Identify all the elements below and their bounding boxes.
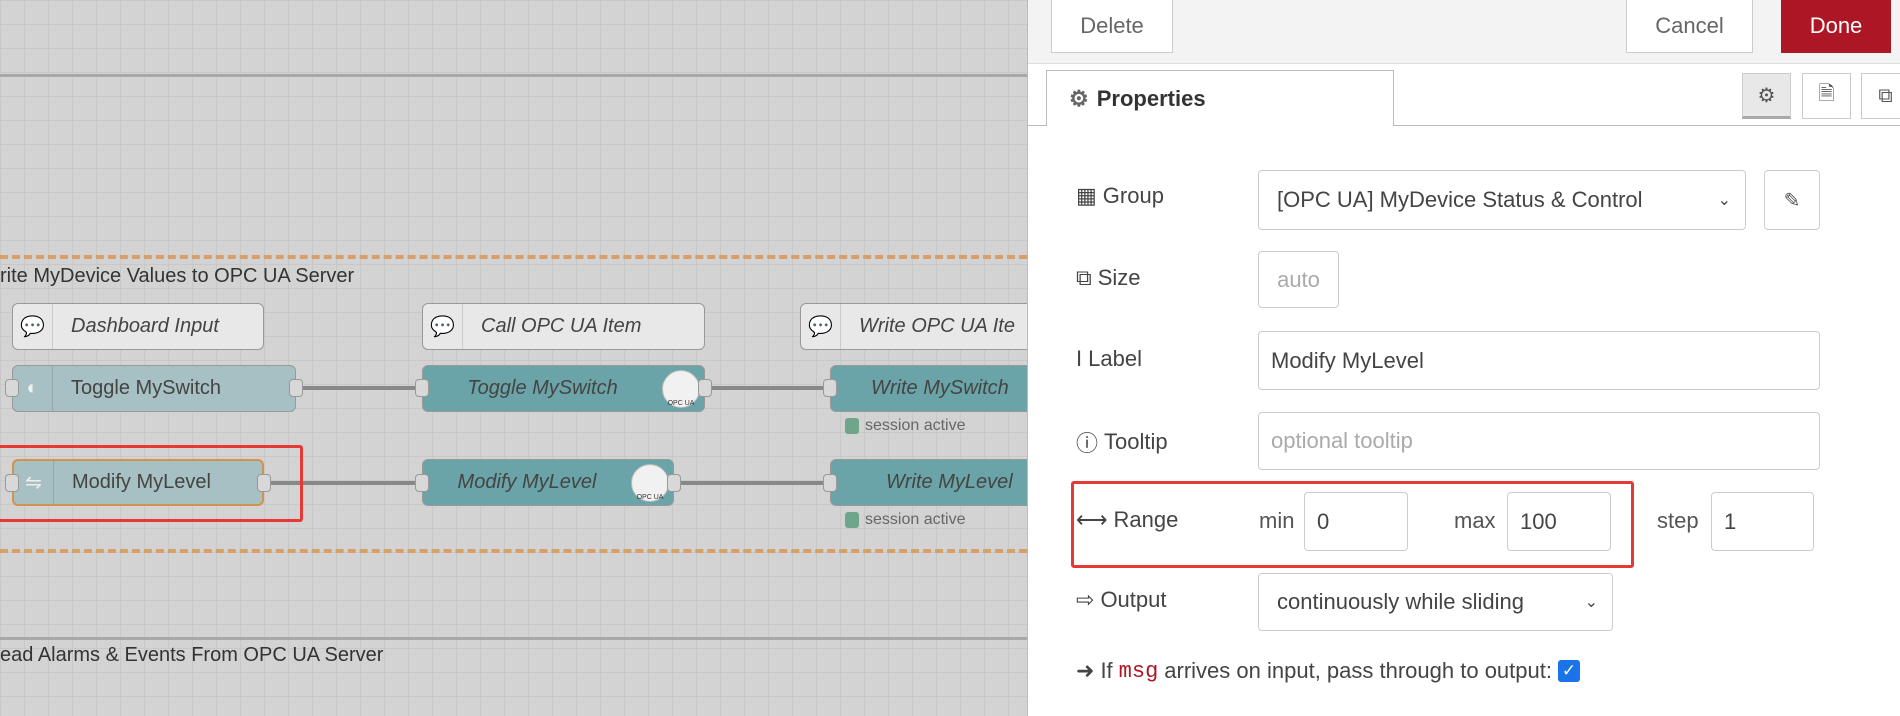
range-label: ⟷ Range: [1076, 507, 1179, 532]
highlight-box: [0, 445, 303, 522]
node-label: Write MySwitch: [871, 377, 1009, 399]
done-button[interactable]: Done: [1781, 0, 1891, 53]
tab-label: Properties: [1096, 85, 1206, 111]
node-label: Call OPC UA Item: [481, 315, 642, 337]
node-label: Modify MyLevel: [72, 471, 211, 493]
panel-toolbar: [1028, 0, 1900, 64]
pencil-icon: ✎: [1783, 189, 1801, 212]
min-input[interactable]: 0: [1304, 492, 1408, 551]
node-label: Toggle MySwitch: [71, 377, 222, 399]
tooltip-label: ⓘ Tooltip: [1076, 426, 1168, 458]
description-view-button[interactable]: 🗎: [1802, 73, 1851, 119]
resize-icon: ⧉: [1076, 265, 1092, 290]
input-port[interactable]: [823, 379, 837, 397]
output-port[interactable]: [289, 379, 303, 397]
horizontal-arrows-icon: ⟷: [1076, 507, 1108, 532]
info-icon: ⓘ: [1076, 431, 1099, 456]
min-label: min: [1259, 508, 1295, 533]
passthrough-checkbox[interactable]: ✓: [1557, 660, 1580, 682]
sign-out-icon: ⇨: [1076, 587, 1095, 612]
input-port[interactable]: [415, 474, 429, 492]
group-label: ▦ Group: [1076, 183, 1164, 208]
input-port[interactable]: [5, 379, 19, 397]
delete-button[interactable]: Delete: [1051, 0, 1173, 53]
wire: [674, 481, 830, 485]
appearance-view-button[interactable]: ⧉: [1861, 73, 1900, 119]
group-select[interactable]: [OPC UA] MyDevice Status & Control ⌄: [1258, 170, 1746, 230]
max-label: max: [1454, 508, 1496, 533]
input-port[interactable]: [5, 474, 19, 492]
comment-node-dashboard-input[interactable]: 💬 Dashboard Input: [12, 303, 264, 350]
size-button[interactable]: auto: [1258, 251, 1339, 308]
node-label: Toggle MySwitch: [467, 377, 618, 399]
frame-icon: ⧉: [1878, 84, 1893, 107]
sliders-icon: ⇋: [14, 461, 54, 504]
tab-divider: [1028, 125, 1900, 126]
comment-icon: 💬: [13, 304, 53, 349]
group-border: [0, 74, 1027, 77]
wire: [296, 386, 422, 390]
gear-icon: ⚙: [1757, 84, 1776, 107]
highlight-box: [1071, 481, 1634, 568]
size-label: ⧉ Size: [1076, 265, 1141, 290]
node-status: session active: [845, 417, 966, 435]
switch-node[interactable]: ◐ Toggle MySwitch: [12, 365, 296, 412]
output-port[interactable]: [667, 474, 681, 492]
max-input[interactable]: 100: [1507, 492, 1611, 551]
node-label: Modify MyLevel: [457, 471, 597, 493]
group-label: rite MyDevice Values to OPC UA Server: [0, 265, 355, 287]
edit-group-button[interactable]: ✎: [1764, 170, 1820, 230]
status-dot-icon: [845, 418, 859, 434]
status-dot-icon: [845, 512, 859, 528]
text-cursor-icon: I: [1076, 346, 1083, 371]
node-label: Dashboard Input: [71, 315, 219, 337]
arrow-right-icon: ➜: [1076, 658, 1095, 683]
group-border: [0, 637, 1027, 640]
chevron-down-icon: ⌄: [1717, 192, 1731, 209]
node-label: Write OPC UA Ite: [859, 315, 1015, 337]
toggle-icon: ◐: [13, 366, 53, 411]
output-select[interactable]: continuously while sliding ⌄: [1258, 573, 1613, 631]
tab-properties[interactable]: ⚙ Properties: [1046, 70, 1394, 126]
output-label: ⇨ Output: [1076, 587, 1167, 612]
tooltip-input[interactable]: optional tooltip: [1258, 412, 1820, 470]
comment-icon: 💬: [801, 304, 841, 349]
flow-canvas[interactable]: rite MyDevice Values to OPC UA Server 💬 D…: [0, 0, 1027, 716]
passthrough-label: ➜ If msg arrives on input, pass through to …: [1076, 658, 1580, 684]
edit-panel: Delete Cancel Done ⚙ Properties ⚙ 🗎 ⧉ ▦ Gr…: [1027, 0, 1900, 716]
comment-node-write-opc[interactable]: 💬 Write OPC UA Ite: [800, 303, 1027, 350]
opcua-icon: OPC UA: [631, 463, 669, 502]
selected-group-border: [0, 255, 1027, 259]
step-label: step: [1657, 508, 1699, 533]
gear-icon: ⚙: [1069, 85, 1089, 111]
opcua-write-node-switch[interactable]: Write MySwitch: [830, 365, 1027, 412]
output-port[interactable]: [257, 474, 271, 492]
input-port[interactable]: [823, 474, 837, 492]
chevron-down-icon: ⌄: [1584, 594, 1598, 611]
properties-view-button[interactable]: ⚙: [1742, 73, 1791, 119]
selected-group-border: [0, 549, 1027, 553]
input-port[interactable]: [415, 379, 429, 397]
table-icon: ▦: [1076, 183, 1097, 208]
label-label: I Label: [1076, 346, 1142, 371]
output-port[interactable]: [698, 379, 712, 397]
comment-icon: 💬: [423, 304, 463, 349]
node-label: Write MyLevel: [886, 471, 1013, 493]
opcua-write-node-level[interactable]: Write MyLevel: [830, 459, 1027, 506]
document-icon: 🗎: [1818, 83, 1835, 105]
comment-node-call-opc[interactable]: 💬 Call OPC UA Item: [422, 303, 705, 350]
opcua-item-node-toggle[interactable]: Toggle MySwitch OPC UA: [422, 365, 705, 412]
label-input[interactable]: Modify MyLevel: [1258, 331, 1820, 390]
opcua-item-node-modify[interactable]: Modify MyLevel OPC UA: [422, 459, 674, 506]
step-input[interactable]: 1: [1711, 492, 1814, 551]
node-status: session active: [845, 511, 966, 529]
opcua-icon: OPC UA: [662, 369, 700, 408]
cancel-button[interactable]: Cancel: [1626, 0, 1753, 53]
wire: [705, 386, 830, 390]
group-label: ead Alarms & Events From OPC UA Server: [0, 644, 384, 666]
wire: [264, 481, 422, 485]
slider-node[interactable]: ⇋ Modify MyLevel: [12, 459, 264, 506]
